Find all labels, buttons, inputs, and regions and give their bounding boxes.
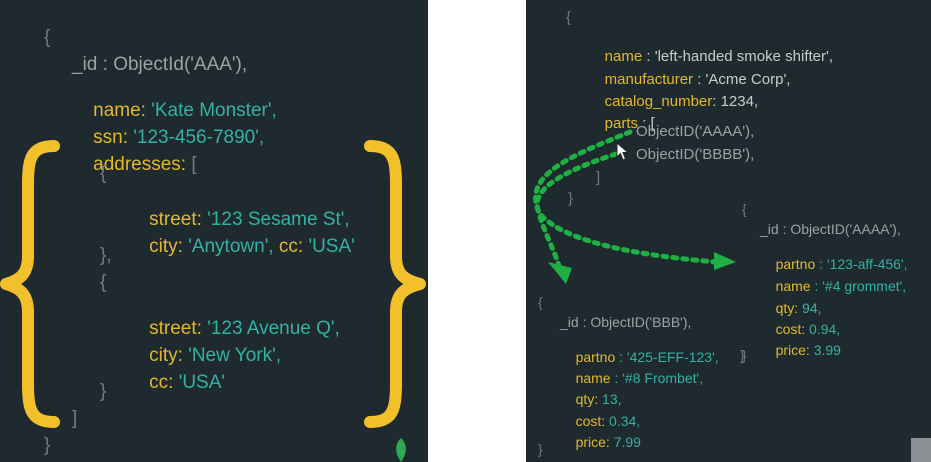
part-bbb-name: name : '#8 Frombet', — [560, 357, 704, 399]
street-key: street: — [149, 209, 202, 230]
name-key: name — [575, 370, 611, 386]
name-key: name — [775, 278, 811, 294]
street-value: '123 Sesame St', — [207, 209, 350, 230]
city-key: city: — [149, 345, 183, 366]
parts-open-bracket: : [ — [642, 115, 655, 132]
address-1-close: }, — [100, 245, 112, 266]
part-aaaa-partno: partno : '123-aff-456', — [760, 243, 908, 285]
price-key: price: — [575, 434, 610, 450]
city-value: 'Anytown', — [188, 236, 274, 257]
part-bbb-open-brace: { — [538, 294, 543, 310]
city-key: city: — [149, 236, 183, 257]
ssn-line: ssn: '123-456-7890', — [72, 109, 264, 166]
cc-key: cc: — [278, 236, 304, 257]
addresses-open-bracket: [ — [191, 154, 197, 175]
part-bbb-close-brace: } — [538, 441, 543, 457]
qty-key: qty: — [575, 391, 599, 407]
part-aaaa-close-brace: } — [742, 347, 747, 363]
leaf-icon — [396, 438, 406, 462]
address-2-close: } — [100, 381, 107, 402]
price-value: 7.99 — [613, 434, 641, 450]
qty-value: 94, — [802, 300, 822, 316]
big-brace-right-icon — [364, 140, 426, 428]
name-key: name — [604, 48, 643, 65]
catalog-number-value: : 1234, — [712, 93, 759, 110]
cost-key: cost: — [575, 413, 606, 429]
price-key: price: — [775, 342, 810, 358]
name-value: 'Kate Monster', — [151, 100, 277, 121]
ssn-key: ssn: — [93, 127, 128, 148]
catalog-number-key: catalog_number — [604, 93, 713, 110]
parts-key: parts — [604, 115, 639, 132]
part-bbb-price: price: 7.99 — [560, 421, 641, 462]
addresses-close-bracket: ] — [72, 408, 78, 429]
referenced-documents-panel: { name : 'left-handed smoke shifter', ma… — [526, 0, 931, 462]
big-brace-left-icon — [0, 140, 60, 428]
cc-value: 'USA' — [178, 372, 226, 393]
cursor-icon — [616, 142, 630, 161]
product-manufacturer-line: manufacturer : 'Acme Corp', — [588, 57, 791, 102]
cost-value: 0.34, — [609, 413, 641, 429]
address-1-city-cc: city: 'Anytown', cc: 'USA' — [128, 218, 355, 275]
product-open-brace: { — [566, 9, 572, 26]
partno-key: partno — [575, 349, 616, 365]
part-aaaa-id: _id : ObjectID('AAAA'), — [760, 221, 901, 237]
address-2-street: street: '123 Avenue Q', — [128, 300, 340, 357]
address-2-city: city: 'New York', — [128, 327, 281, 384]
corner-overlay — [911, 438, 931, 462]
ssn-value: '123-456-7890', — [133, 127, 265, 148]
product-close-brace: } — [568, 190, 574, 207]
partno-value: : '123-aff-456', — [819, 256, 908, 272]
qty-key: qty: — [775, 300, 799, 316]
part-bbb-side-brace: } — [740, 347, 745, 363]
price-value: 3.99 — [813, 342, 841, 358]
partno-key: partno — [775, 256, 816, 272]
manufacturer-key: manufacturer — [604, 71, 694, 88]
part-bbb-qty: qty: 13, — [560, 378, 622, 420]
part-aaaa-open-brace: { — [742, 201, 747, 217]
cc-value: 'USA' — [308, 236, 355, 257]
address-2-cc: cc: 'USA' — [128, 354, 225, 411]
qty-value: 13, — [602, 391, 622, 407]
part-aaaa-price: price: 3.99 — [760, 329, 841, 371]
part-bbb-cost: cost: 0.34, — [560, 400, 641, 442]
address-2-open: { — [100, 272, 107, 293]
part-ref-bbbb: ObjectID('BBBB'), — [636, 146, 755, 163]
part-bbb-id: _id : ObjectID('BBB'), — [560, 314, 692, 330]
city-value: 'New York', — [188, 345, 281, 366]
street-value: '123 Avenue Q', — [207, 318, 340, 339]
addresses-line: addresses: [ — [72, 136, 197, 193]
part-aaaa-name: name : '#4 grommet', — [760, 265, 907, 307]
part-ref-aaaa: ObjectID('AAAA'), — [636, 123, 755, 140]
name-value: : '#4 grommet', — [814, 278, 907, 294]
product-parts-line: parts : [ — [588, 101, 655, 146]
addresses-key: addresses: — [93, 154, 187, 175]
doc-open-brace: { — [44, 27, 51, 48]
partno-value: : '425-EFF-123', — [619, 349, 719, 365]
part-bbb-partno: partno : '425-EFF-123', — [560, 336, 719, 378]
id-line: _id : ObjectId('AAA'), — [72, 54, 248, 75]
name-value: : 'left-handed smoke shifter', — [646, 48, 834, 65]
address-1-street: street: '123 Sesame St', — [128, 191, 350, 248]
street-key: street: — [149, 318, 202, 339]
name-line: name: 'Kate Monster', — [72, 82, 277, 139]
product-name-line: name : 'left-handed smoke shifter', — [588, 34, 833, 79]
parts-close-bracket: ] — [596, 169, 601, 186]
dotted-arrow-icon — [533, 129, 736, 284]
name-key: name: — [93, 100, 146, 121]
cc-key: cc: — [149, 372, 174, 393]
address-1-open: { — [100, 163, 107, 184]
manufacturer-value: : 'Acme Corp', — [697, 71, 791, 88]
product-catalog-line: catalog_number: 1234, — [588, 79, 758, 124]
embedded-document-panel: { _id : ObjectId('AAA'), name: 'Kate Mon… — [0, 0, 428, 462]
part-aaaa-cost: cost: 0.94, — [760, 308, 841, 350]
cost-value: 0.94, — [809, 321, 841, 337]
cost-key: cost: — [775, 321, 806, 337]
doc-close-brace: } — [44, 435, 51, 456]
part-aaaa-qty: qty: 94, — [760, 287, 822, 329]
name-value: : '#8 Frombet', — [614, 370, 704, 386]
